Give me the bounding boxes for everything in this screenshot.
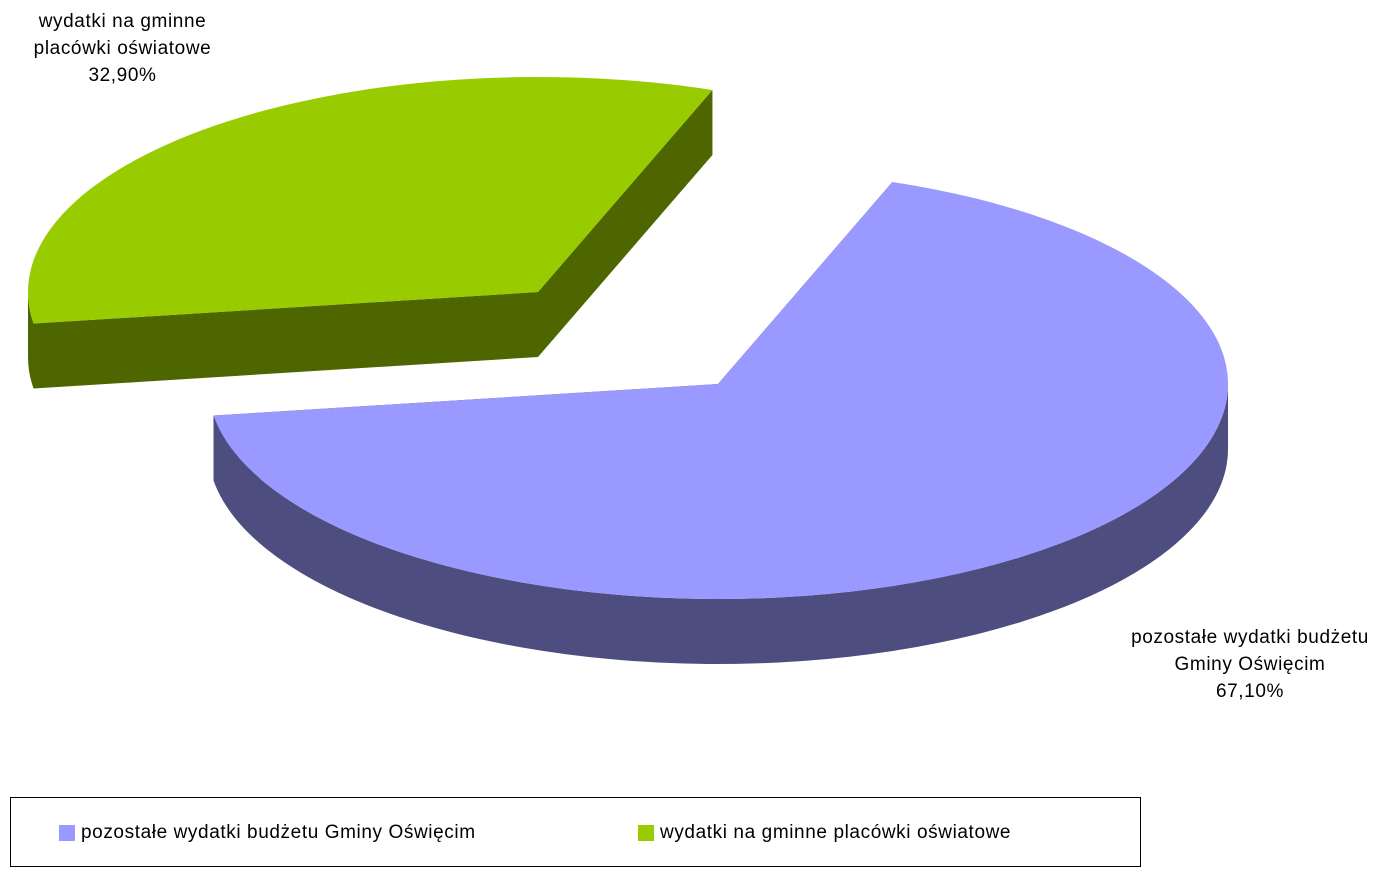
data-label-pozostale-wydatki: pozostałe wydatki budżetu Gminy Oświęcim… xyxy=(1100,624,1398,705)
data-label-line: placówki oświatowe xyxy=(33,38,212,59)
data-label-value: 32,90% xyxy=(88,65,157,86)
legend-swatch xyxy=(638,825,654,841)
pie-slice-rim xyxy=(213,384,1228,665)
legend-label: pozostałe wydatki budżetu Gminy Oświęcim xyxy=(81,822,476,843)
legend-item-wydatki-oswiatowe: wydatki na gminne placówki oświatowe xyxy=(638,822,1011,844)
legend-item-pozostale-wydatki: pozostałe wydatki budżetu Gminy Oświęcim xyxy=(59,822,476,844)
pie-chart xyxy=(27,77,1228,665)
data-label-line: Gminy Oświęcim xyxy=(1174,654,1326,675)
pie-slice xyxy=(213,181,1228,665)
legend-swatch xyxy=(59,825,75,841)
pie-slice-cut-face xyxy=(538,89,713,357)
pie-slice-top xyxy=(27,77,713,324)
legend-label: wydatki na gminne placówki oświatowe xyxy=(660,822,1012,843)
data-label-value: 67,10% xyxy=(1215,681,1285,702)
pie-slice-top xyxy=(213,181,1228,600)
pie-slice xyxy=(27,77,713,389)
data-label-line: pozostałe wydatki budżetu xyxy=(1131,627,1369,648)
pie-slice-rim xyxy=(28,292,34,389)
data-label-wydatki-oswiatowe: wydatki na gminne placówki oświatowe 32,… xyxy=(0,8,245,89)
pie-slice-cut-face xyxy=(33,292,538,389)
data-label-line: wydatki na gminne xyxy=(38,11,207,32)
chart-legend: pozostałe wydatki budżetu Gminy Oświęcim… xyxy=(10,797,1141,867)
